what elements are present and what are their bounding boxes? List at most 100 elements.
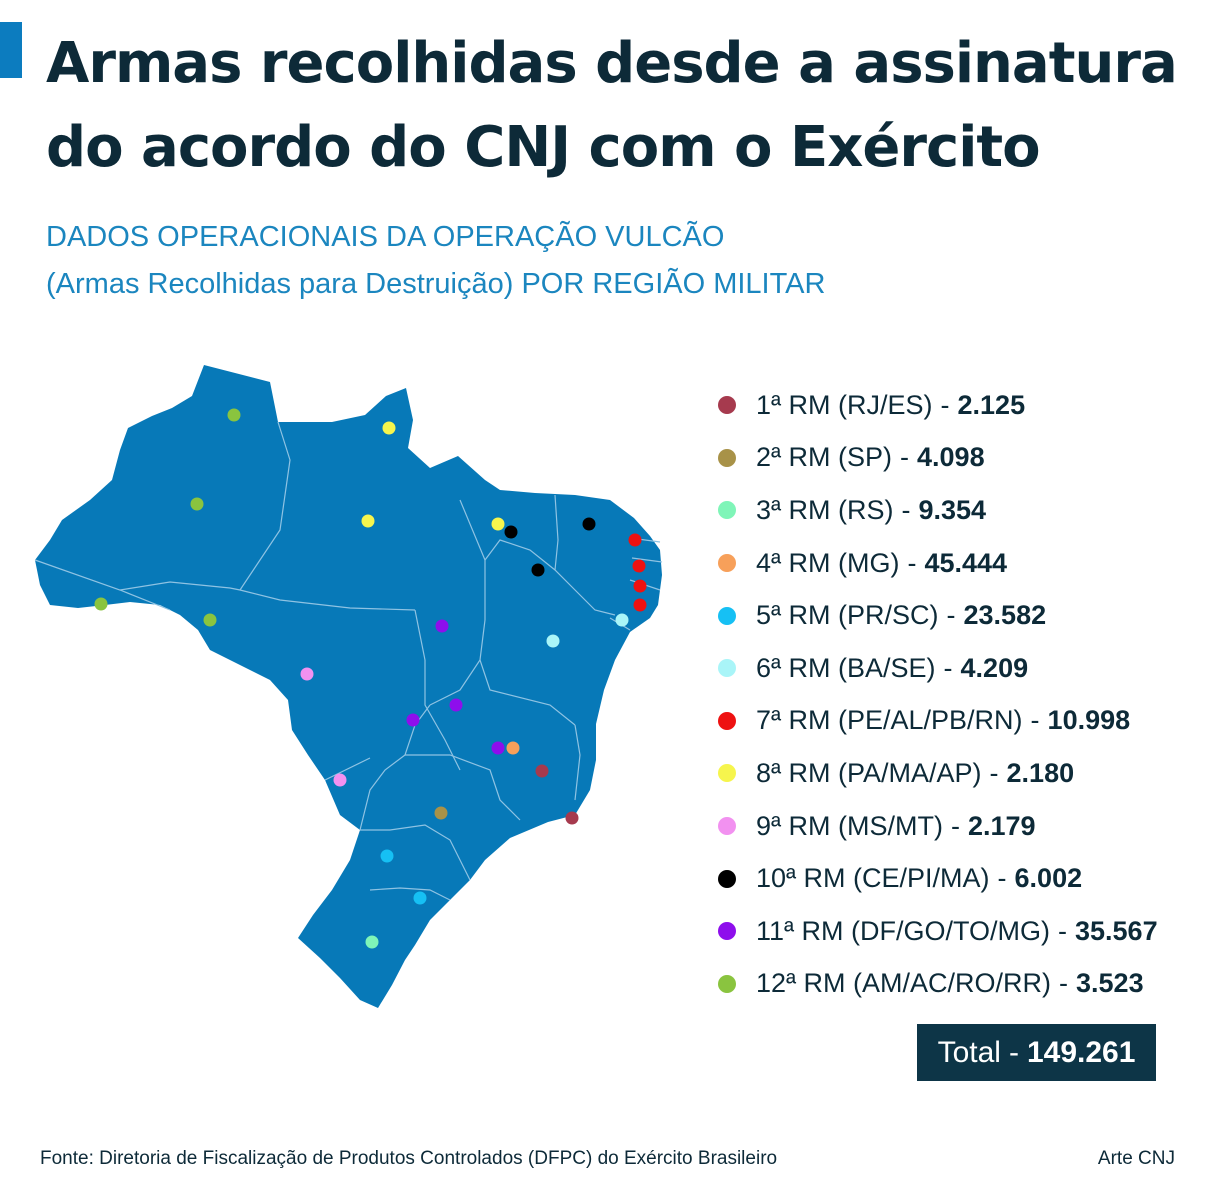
art-credit: Arte CNJ xyxy=(1097,1148,1175,1169)
map-marker-dot xyxy=(504,525,518,539)
subtitle: DADOS OPERACIONAIS DA OPERAÇÃO VULCÃO (A… xyxy=(46,214,1146,308)
legend-item: 8ª RM (PA/MA/AP) -2.180 xyxy=(718,747,1208,800)
total-separator: - xyxy=(1008,1035,1019,1069)
page-title: Armas recolhidas desde a assinatura do a… xyxy=(46,31,1178,180)
legend-value: 9.354 xyxy=(918,494,987,525)
map-marker-dot xyxy=(382,421,396,435)
legend-value: 6.002 xyxy=(1014,863,1083,894)
legend-value: 35.567 xyxy=(1075,915,1158,946)
legend-value: 2.180 xyxy=(1006,757,1075,788)
map-marker-dot xyxy=(94,597,108,611)
legend-item: 1ª RM (RJ/ES) -2.125 xyxy=(718,379,1208,432)
map-marker-dot xyxy=(365,935,379,949)
map-marker-dot xyxy=(406,713,420,727)
map-points xyxy=(94,408,647,949)
map-marker-dot xyxy=(491,517,505,531)
legend-label: 3ª RM (RS) xyxy=(756,494,894,525)
map-marker-dot xyxy=(506,741,520,755)
legend-label: 10ª RM (CE/PI/MA) xyxy=(756,863,990,894)
legend-separator: - xyxy=(940,389,950,420)
legend-color-dot xyxy=(718,817,736,836)
legend-separator: - xyxy=(1030,705,1040,736)
legend-color-dot xyxy=(718,659,736,678)
legend-label: 1ª RM (RJ/ES) xyxy=(756,389,933,420)
legend-label: 6ª RM (BA/SE) xyxy=(756,652,936,683)
brazil-country-shape xyxy=(35,365,662,1008)
legend-separator: - xyxy=(943,652,953,683)
map-marker-dot xyxy=(227,408,241,422)
legend-label: 9ª RM (MS/MT) xyxy=(756,810,943,841)
map-marker-dot xyxy=(531,563,545,577)
map-marker-dot xyxy=(361,514,375,528)
total-box: Total - 149.261 xyxy=(917,1024,1156,1081)
legend-color-dot xyxy=(718,974,736,993)
legend-value: 4.098 xyxy=(917,442,985,473)
legend-label: 7ª RM (PE/AL/PB/RN) xyxy=(756,705,1023,736)
legend-color-dot xyxy=(718,869,736,888)
legend-value: 2.125 xyxy=(957,389,1026,420)
map-marker-dot xyxy=(632,559,646,573)
legend-item: 12ª RM (AM/AC/RO/RR) -3.523 xyxy=(718,958,1208,1011)
legend-value: 3.523 xyxy=(1076,968,1144,999)
map-marker-dot xyxy=(203,613,217,627)
legend-value: 10.998 xyxy=(1047,705,1131,736)
legend-item: 7ª RM (PE/AL/PB/RN) -10.998 xyxy=(718,695,1208,748)
map-marker-dot xyxy=(380,849,394,863)
map-marker-dot xyxy=(300,667,314,681)
subtitle-line-2: (Armas Recolhidas para Destruição) POR R… xyxy=(46,268,826,300)
legend-color-dot xyxy=(718,554,736,573)
legend-label: 2ª RM (SP) xyxy=(756,442,893,473)
map-marker-dot xyxy=(434,806,448,820)
legend-color-dot xyxy=(718,922,736,941)
brazil-map xyxy=(30,360,680,1030)
state-borders xyxy=(34,421,663,901)
map-marker-dot xyxy=(546,634,560,648)
legend-separator: - xyxy=(997,863,1007,894)
legend-separator: - xyxy=(900,442,910,473)
legend-separator: - xyxy=(1058,915,1067,946)
legend-color-dot xyxy=(718,711,736,730)
legend-value: 2.179 xyxy=(967,810,1036,841)
legend-color-dot xyxy=(718,606,736,625)
legend-item: 6ª RM (BA/SE) -4.209 xyxy=(718,642,1208,695)
legend-color-dot xyxy=(718,501,736,520)
legend-item: 4ª RM (MG) -45.444 xyxy=(718,537,1208,590)
legend-value: 4.209 xyxy=(960,652,1029,683)
map-marker-dot xyxy=(491,741,505,755)
map-marker-dot xyxy=(449,698,463,712)
legend-item: 3ª RM (RS) -9.354 xyxy=(718,484,1208,537)
source-note: Fonte: Diretoria de Fiscalização de Prod… xyxy=(40,1148,778,1169)
title-accent-bar xyxy=(0,22,22,78)
subtitle-line-1: DADOS OPERACIONAIS DA OPERAÇÃO VULCÃO xyxy=(46,221,725,253)
legend-label: 11ª RM (DF/GO/TO/MG) xyxy=(756,915,1050,946)
legend-color-dot xyxy=(718,764,736,783)
map-marker-dot xyxy=(633,598,647,612)
legend-separator: - xyxy=(907,547,917,578)
legend-item: 9ª RM (MS/MT) -2.179 xyxy=(718,800,1208,853)
map-marker-dot xyxy=(413,891,427,905)
legend-separator: - xyxy=(946,600,956,631)
legend: 1ª RM (RJ/ES) -2.125 2ª RM (SP) -4.098 3ª RM… xyxy=(718,379,1208,1010)
brazil-map-svg xyxy=(34,365,663,1008)
map-marker-dot xyxy=(535,764,549,778)
map-marker-dot xyxy=(435,619,449,633)
map-marker-dot xyxy=(615,613,629,627)
map-marker-dot xyxy=(628,533,642,547)
legend-color-dot xyxy=(718,396,736,415)
total-value: 149.261 xyxy=(1026,1035,1136,1069)
legend-item: 2ª RM (SP) -4.098 xyxy=(718,432,1208,485)
legend-item: 5ª RM (PR/SC) -23.582 xyxy=(718,589,1208,642)
legend-label: 5ª RM (PR/SC) xyxy=(756,600,939,631)
legend-label: 8ª RM (PA/MA/AP) xyxy=(756,757,982,788)
legend-label: 4ª RM (MG) xyxy=(756,547,900,578)
map-marker-dot xyxy=(565,811,579,825)
legend-separator: - xyxy=(950,810,960,841)
legend-separator: - xyxy=(901,494,911,525)
legend-item: 11ª RM (DF/GO/TO/MG) -35.567 xyxy=(718,905,1208,958)
map-marker-dot xyxy=(190,497,204,511)
legend-separator: - xyxy=(1059,968,1069,999)
legend-value: 23.582 xyxy=(963,600,1047,631)
total-label: Total xyxy=(937,1035,1001,1069)
map-marker-dot xyxy=(582,517,596,531)
map-marker-dot xyxy=(633,579,647,593)
